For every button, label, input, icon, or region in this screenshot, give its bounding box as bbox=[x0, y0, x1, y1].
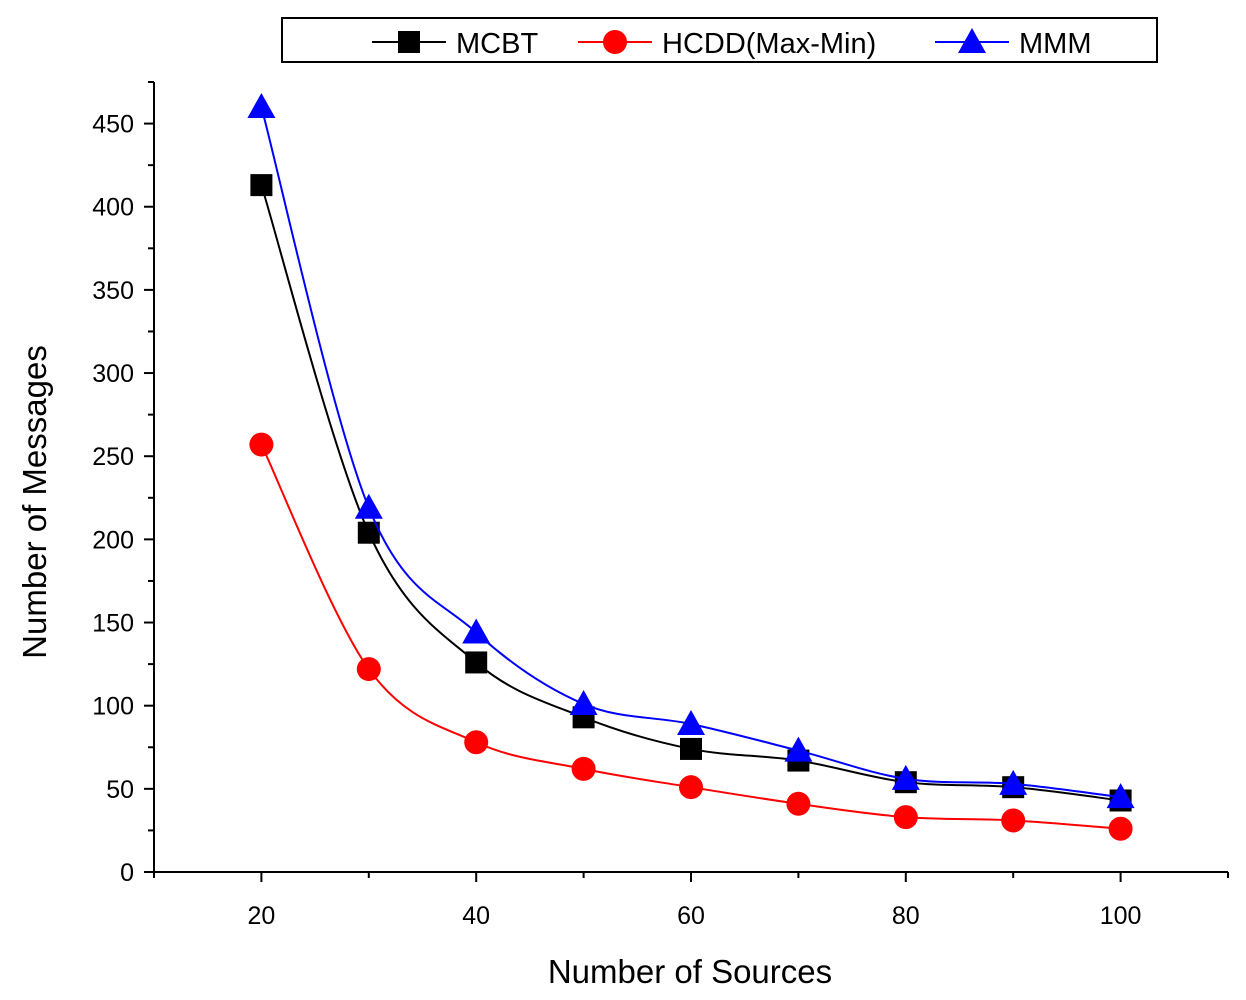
data-point bbox=[1108, 816, 1133, 841]
legend-marker bbox=[958, 28, 986, 53]
y-tick-label: 0 bbox=[120, 859, 134, 887]
legend-entry: MCBT bbox=[372, 28, 538, 60]
series-layer bbox=[247, 92, 1135, 841]
x-tick-label: 60 bbox=[677, 902, 705, 930]
legend-label: MCBT bbox=[456, 28, 538, 60]
data-point bbox=[891, 764, 920, 790]
legend-marker bbox=[603, 30, 627, 54]
series-triangle bbox=[247, 92, 1135, 809]
data-point bbox=[571, 756, 596, 781]
x-tick-label: 100 bbox=[1100, 902, 1142, 930]
y-tick-label: 450 bbox=[92, 111, 134, 139]
x-tick-label: 20 bbox=[247, 902, 275, 930]
data-point bbox=[462, 618, 491, 644]
y-tick-label: 200 bbox=[92, 526, 134, 554]
data-point bbox=[680, 737, 702, 760]
y-tick-label: 400 bbox=[92, 194, 134, 222]
data-point bbox=[786, 791, 811, 816]
data-point bbox=[250, 174, 273, 197]
data-point bbox=[784, 736, 813, 762]
legend: MCBT HCDD(Max-Min) MMM bbox=[281, 17, 1158, 63]
data-point bbox=[677, 709, 705, 735]
axes: 0 50 100 150 200 250 300 350 400 450 20 40 60 80 100 bbox=[92, 81, 1229, 930]
x-tick-label: 80 bbox=[892, 902, 920, 930]
data-point bbox=[357, 521, 380, 544]
data-point bbox=[999, 769, 1028, 795]
data-point bbox=[465, 651, 488, 674]
data-point bbox=[354, 493, 383, 519]
y-tick-label: 150 bbox=[92, 610, 134, 638]
data-point bbox=[1001, 808, 1026, 833]
y-tick-label: 300 bbox=[92, 360, 134, 388]
series-line bbox=[260, 184, 1121, 802]
series-circle bbox=[249, 432, 1133, 841]
data-point bbox=[249, 432, 274, 457]
data-point bbox=[679, 775, 703, 800]
y-axis-title: Number of Messages bbox=[16, 345, 53, 659]
data-point bbox=[893, 805, 918, 830]
x-tick-label: 40 bbox=[462, 902, 490, 930]
series-line bbox=[260, 444, 1121, 830]
data-point bbox=[1106, 783, 1135, 809]
legend-label: MMM bbox=[1019, 28, 1091, 60]
legend-entry: HCDD(Max-Min) bbox=[578, 28, 876, 60]
y-tick-label: 350 bbox=[92, 277, 134, 305]
data-point bbox=[356, 657, 381, 682]
series-line bbox=[260, 106, 1121, 799]
y-tick-label: 100 bbox=[92, 693, 134, 721]
legend-label: HCDD(Max-Min) bbox=[662, 28, 876, 60]
legend-marker bbox=[398, 31, 420, 53]
x-axis-title: Number of Sources bbox=[548, 953, 832, 990]
y-tick-label: 250 bbox=[92, 443, 134, 471]
legend-box bbox=[281, 17, 1158, 63]
y-tick-label: 50 bbox=[106, 776, 134, 804]
data-point bbox=[464, 730, 489, 755]
data-point bbox=[247, 92, 276, 118]
legend-entry: MMM bbox=[935, 28, 1091, 60]
data-point bbox=[569, 690, 598, 716]
